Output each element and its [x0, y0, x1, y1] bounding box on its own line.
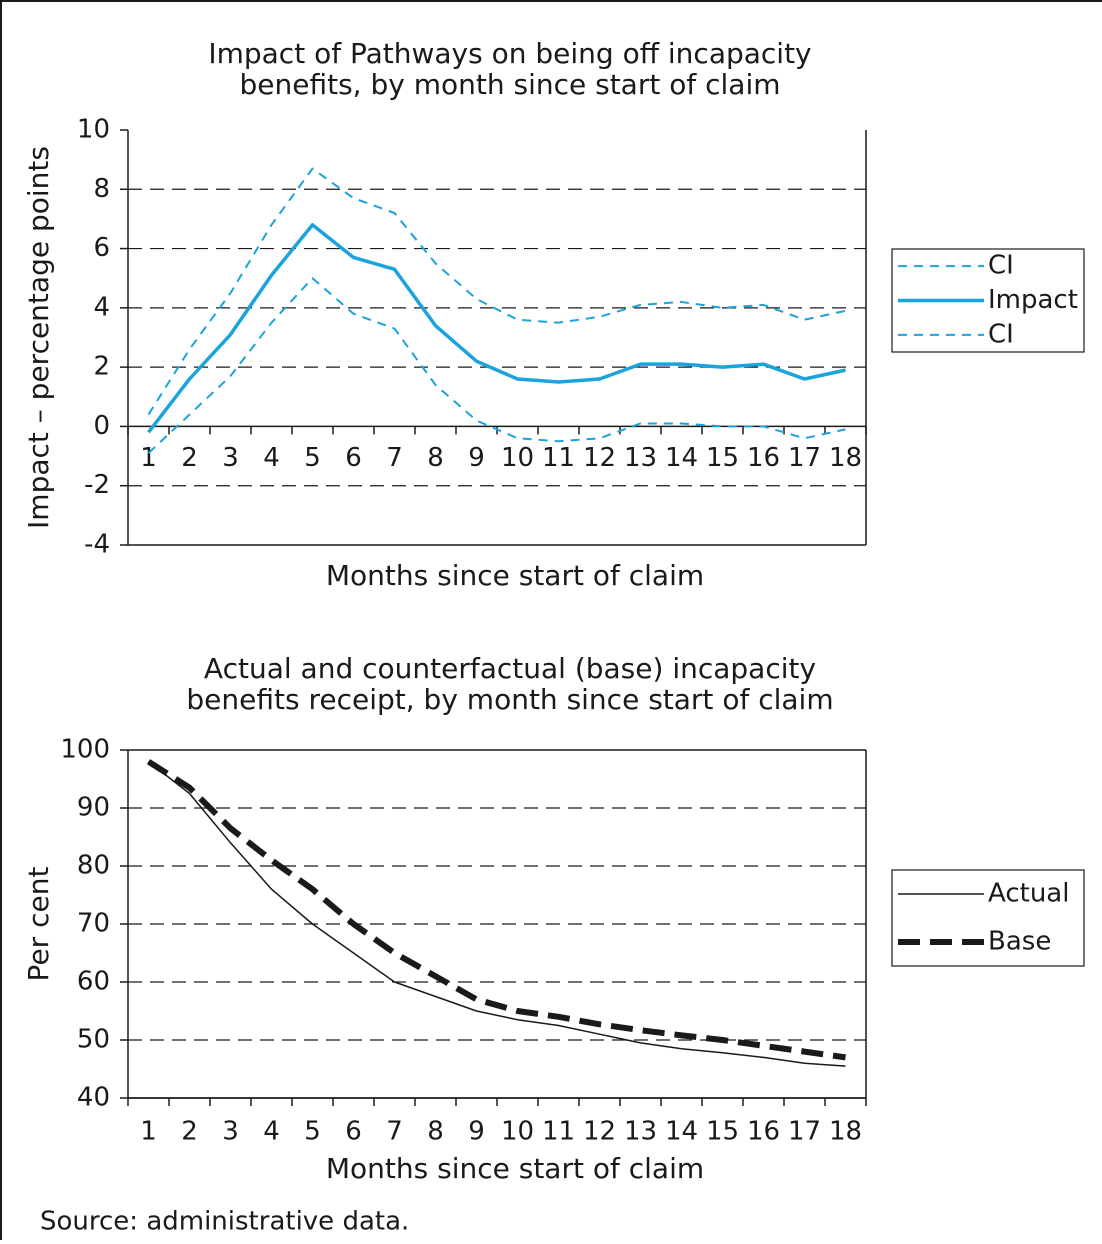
y-tick-label: 60	[77, 967, 110, 997]
x-tick-label: 7	[386, 1117, 403, 1147]
data-line	[147, 167, 846, 416]
x-tick-label: 16	[747, 443, 780, 473]
x-tick-label: 8	[427, 443, 444, 473]
x-tick-label: 3	[222, 1117, 239, 1147]
chart-title: benefits, by month since start of claim	[239, 68, 780, 101]
x-tick-label: 7	[386, 443, 403, 473]
y-tick-label: 6	[93, 233, 110, 263]
source-note: Source: administrative data.	[40, 1207, 409, 1237]
x-tick-label: 5	[304, 443, 321, 473]
y-tick-label: 0	[93, 411, 110, 441]
x-axis-label: Months since start of claim	[326, 1152, 704, 1185]
x-tick-label: 4	[263, 1117, 280, 1147]
y-axis-label: Impact – percentage points	[22, 146, 55, 529]
x-axis-label: Months since start of claim	[326, 559, 704, 592]
x-tick-label: 18	[829, 443, 862, 473]
legend-label: Impact	[988, 285, 1078, 315]
x-tick-label: 13	[624, 1117, 657, 1147]
x-tick-label: 14	[665, 1117, 698, 1147]
legend-label: CI	[988, 319, 1014, 349]
x-tick-label: 12	[583, 1117, 616, 1147]
y-tick-label: 80	[77, 851, 110, 881]
x-tick-label: 11	[542, 1117, 575, 1147]
x-tick-label: 10	[501, 443, 534, 473]
x-tick-label: 1	[140, 1117, 157, 1147]
y-tick-label: 50	[77, 1025, 110, 1055]
chart-title: Actual and counterfactual (base) incapac…	[204, 652, 816, 685]
x-tick-label: 6	[345, 1117, 362, 1147]
y-tick-label: 2	[93, 352, 110, 382]
legend-box	[891, 248, 1085, 353]
x-tick-label: 2	[181, 1117, 198, 1147]
x-tick-label: 5	[304, 1117, 321, 1147]
data-line	[147, 223, 846, 434]
y-tick-label: 40	[77, 1083, 110, 1113]
legend-label: CI	[988, 251, 1014, 281]
legend-box	[891, 869, 1085, 967]
x-tick-label: 6	[345, 443, 362, 473]
y-tick-label: -4	[84, 530, 110, 560]
x-tick-label: 15	[706, 1117, 739, 1147]
y-tick-label: -2	[84, 470, 110, 500]
y-tick-label: 90	[77, 793, 110, 823]
x-tick-label: 9	[468, 1117, 485, 1147]
x-tick-label: 11	[542, 443, 575, 473]
x-tick-label: 10	[501, 1117, 534, 1147]
y-tick-label: 10	[77, 115, 110, 145]
x-tick-label: 17	[788, 1117, 821, 1147]
x-tick-label: 14	[665, 443, 698, 473]
y-tick-label: 70	[77, 909, 110, 939]
y-tick-label: 4	[93, 292, 110, 322]
legend-label: Actual	[988, 879, 1069, 909]
x-tick-label: 12	[583, 443, 616, 473]
x-tick-label: 3	[222, 443, 239, 473]
x-tick-label: 4	[263, 443, 280, 473]
x-tick-label: 13	[624, 443, 657, 473]
x-tick-label: 8	[427, 1117, 444, 1147]
x-tick-label: 2	[181, 443, 198, 473]
y-axis-label: Per cent	[22, 867, 55, 982]
data-line	[147, 277, 846, 454]
x-tick-label: 16	[747, 1117, 780, 1147]
y-tick-label: 8	[93, 174, 110, 204]
x-tick-label: 15	[706, 443, 739, 473]
x-tick-label: 18	[829, 1117, 862, 1147]
data-line	[146, 759, 846, 1061]
chart-title: Impact of Pathways on being off incapaci…	[208, 37, 811, 70]
x-tick-label: 17	[788, 443, 821, 473]
data-line	[148, 761, 846, 1067]
chart-title: benefits receipt, by month since start o…	[186, 683, 833, 716]
y-tick-label: 100	[60, 735, 110, 765]
legend-label: Base	[988, 927, 1051, 957]
x-tick-label: 9	[468, 443, 485, 473]
